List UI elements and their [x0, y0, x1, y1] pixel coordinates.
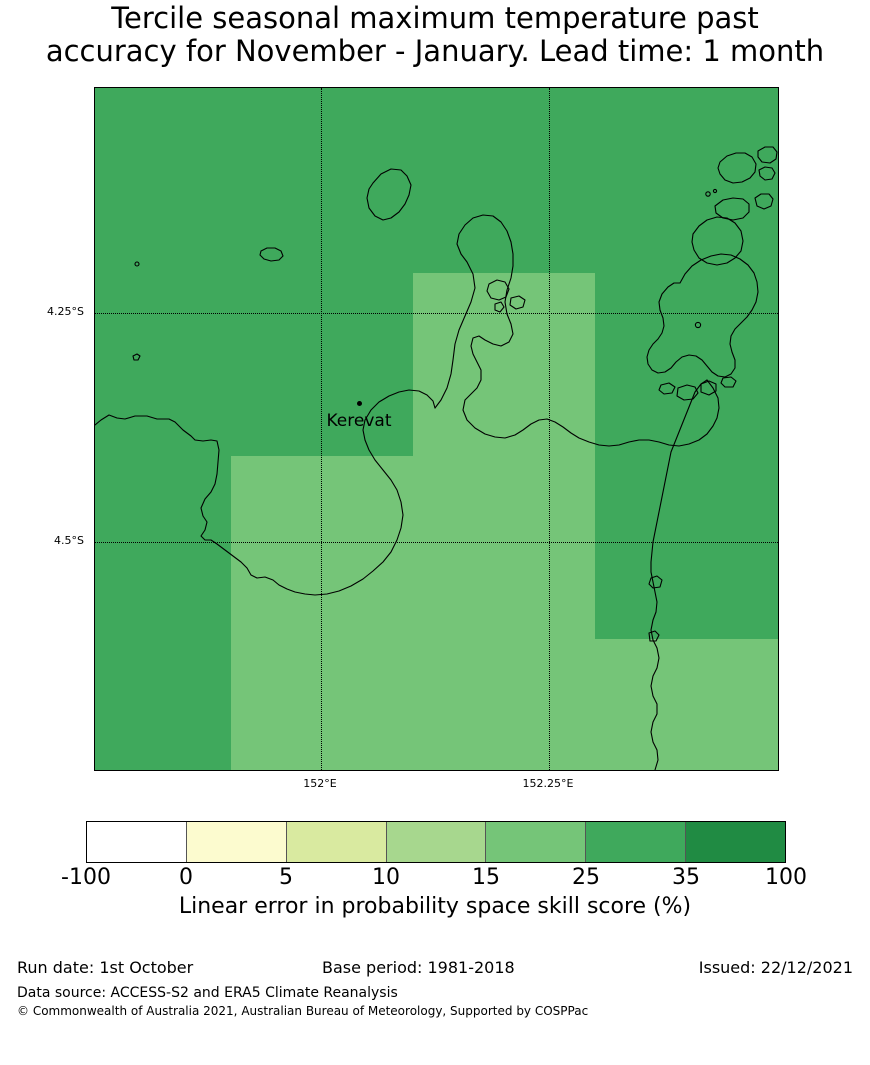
- footer-run-date: Run date: 1st October: [17, 958, 194, 977]
- colorbar-segment: [87, 822, 186, 862]
- footer: Run date: 1st October Base period: 1981-…: [0, 958, 870, 1020]
- gridline-longitude: [321, 88, 322, 770]
- colorbar-tick-label: 10: [372, 865, 400, 890]
- colorbar-title: Linear error in probability space skill …: [178, 894, 692, 919]
- colorbar-segment: [685, 822, 786, 862]
- footer-issued-date: Issued: 22/12/2021: [698, 958, 853, 977]
- skill-score-cell: [413, 273, 595, 456]
- colorbar-segment: [485, 822, 586, 862]
- chart-title-line-2: accuracy for November - January. Lead ti…: [45, 34, 825, 68]
- colorbar-tick-label: 0: [179, 865, 193, 890]
- map-heatmap-layer: [95, 88, 778, 770]
- colorbar-gradient: [86, 821, 786, 863]
- footer-data-source: Data source: ACCESS-S2 and ERA5 Climate …: [17, 985, 398, 1001]
- colorbar-tick-label: 100: [765, 865, 807, 890]
- footer-base-period: Base period: 1981-2018: [322, 958, 515, 977]
- footer-copyright: © Commonwealth of Australia 2021, Austra…: [17, 1004, 589, 1018]
- footer-metadata-row: Run date: 1st October Base period: 1981-…: [17, 958, 853, 984]
- chart-title: Tercile seasonal maximum temperature pas…: [0, 0, 870, 76]
- x-axis-tick-label: 152°E: [303, 777, 337, 790]
- chart-title-line-1: Tercile seasonal maximum temperature pas…: [111, 1, 759, 35]
- colorbar-segment: [185, 822, 286, 862]
- map-plot-area: Kerevat: [94, 87, 779, 771]
- y-axis-tick-label: 4.25°S: [47, 305, 84, 318]
- colorbar-segment: [285, 822, 386, 862]
- colorbar: -100 0 5 10 15 25 35 100: [61, 821, 807, 890]
- skill-score-cell: [231, 456, 595, 770]
- gridline-latitude: [95, 313, 778, 314]
- skill-score-cell: [595, 639, 778, 770]
- x-axis-tick-label: 152.25°E: [522, 777, 574, 790]
- colorbar-tick-label: 35: [672, 865, 700, 890]
- colorbar-tick-label: -100: [61, 865, 111, 890]
- gridline-longitude: [549, 88, 550, 770]
- station-marker-kerevat: [356, 400, 362, 406]
- station-label-kerevat: Kerevat: [326, 411, 392, 431]
- y-axis-tick-label: 4.5°S: [54, 534, 84, 547]
- colorbar-tick-label: 25: [572, 865, 600, 890]
- colorbar-segment: [385, 822, 486, 862]
- colorbar-tick-label: 15: [472, 865, 500, 890]
- colorbar-segment: [585, 822, 686, 862]
- colorbar-tick-label: 5: [279, 865, 293, 890]
- gridline-latitude: [95, 542, 778, 543]
